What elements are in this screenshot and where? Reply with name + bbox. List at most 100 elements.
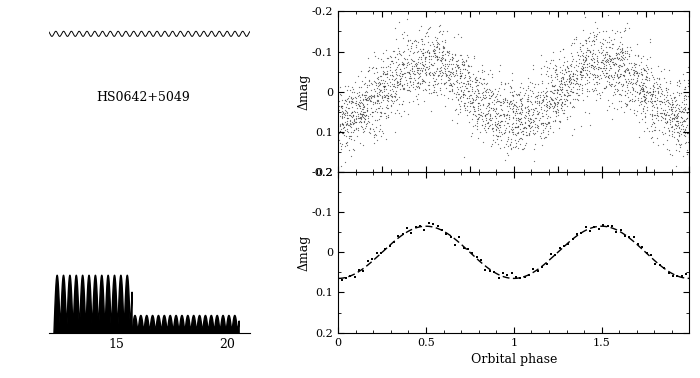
Point: [458, 59, 470, 65]
Point: [461, 53, 472, 59]
Point: [403, 52, 414, 58]
Point: [511, 130, 522, 136]
Point: [658, 92, 669, 98]
Point: [527, 62, 538, 68]
Point: [435, 73, 447, 79]
Point: [631, 69, 643, 75]
Point: [598, 222, 609, 228]
Point: [389, 93, 400, 99]
Point: [431, 65, 442, 71]
Point: [356, 116, 367, 122]
Point: [386, 58, 397, 64]
Point: [391, 79, 402, 85]
Point: [575, 44, 586, 50]
Point: [389, 129, 400, 135]
Point: [650, 124, 661, 130]
Point: [465, 63, 476, 69]
Point: [489, 101, 500, 107]
Point: [463, 88, 474, 94]
Point: [459, 67, 470, 73]
Point: [597, 28, 608, 34]
Point: [427, 62, 438, 68]
Point: [355, 84, 366, 90]
Point: [585, 64, 596, 70]
Point: [340, 97, 351, 103]
Point: [391, 80, 402, 86]
Point: [351, 116, 362, 122]
Point: [643, 77, 655, 83]
Point: [673, 77, 685, 83]
Point: [358, 128, 370, 134]
Point: [375, 109, 386, 115]
Point: [593, 66, 604, 72]
Point: [682, 83, 694, 89]
Point: [424, 53, 435, 59]
Point: [638, 66, 650, 72]
Point: [511, 124, 522, 130]
Point: [432, 72, 443, 78]
Point: [656, 91, 667, 98]
Point: [505, 101, 517, 107]
Point: [647, 82, 658, 88]
Point: [533, 123, 544, 129]
Point: [554, 69, 566, 75]
Point: [355, 118, 366, 124]
Point: [449, 51, 461, 57]
Point: [472, 90, 483, 96]
Point: [533, 100, 545, 106]
Point: [541, 102, 552, 108]
Point: [365, 93, 376, 99]
Point: [584, 122, 595, 128]
Point: [580, 49, 592, 55]
Point: [450, 106, 461, 112]
Point: [440, 85, 451, 91]
Point: [683, 93, 694, 99]
Point: [357, 112, 368, 118]
Point: [496, 118, 507, 124]
Point: [648, 88, 659, 94]
Point: [354, 111, 365, 117]
Point: [359, 94, 370, 100]
Point: [626, 66, 637, 72]
Point: [652, 85, 664, 91]
Point: [394, 76, 405, 82]
Point: [645, 36, 656, 42]
Point: [423, 26, 434, 32]
Point: [365, 97, 376, 103]
Point: [582, 77, 593, 83]
Point: [426, 39, 438, 45]
Point: [465, 74, 476, 80]
Point: [351, 102, 362, 108]
Point: [564, 78, 575, 84]
Point: [345, 100, 356, 106]
Point: [586, 71, 597, 77]
Point: [637, 79, 648, 85]
Point: [677, 121, 688, 127]
Point: [603, 72, 615, 78]
Point: [558, 46, 569, 52]
Point: [623, 94, 634, 101]
Point: [523, 75, 534, 81]
Point: [349, 119, 360, 125]
Point: [535, 99, 546, 105]
Point: [678, 71, 689, 77]
Point: [341, 115, 352, 121]
Point: [356, 115, 367, 121]
Point: [428, 222, 439, 228]
Point: [444, 69, 456, 75]
Point: [361, 101, 372, 107]
Point: [523, 115, 534, 121]
Point: [617, 71, 629, 77]
Point: [547, 82, 559, 88]
Point: [617, 54, 629, 60]
Point: [613, 74, 624, 80]
Point: [604, 63, 615, 69]
Point: [584, 79, 595, 85]
Point: [537, 97, 548, 103]
Point: [520, 113, 531, 119]
Point: [646, 98, 657, 104]
Point: [473, 94, 484, 100]
Point: [391, 74, 402, 81]
Point: [438, 28, 449, 34]
Point: [448, 90, 459, 96]
